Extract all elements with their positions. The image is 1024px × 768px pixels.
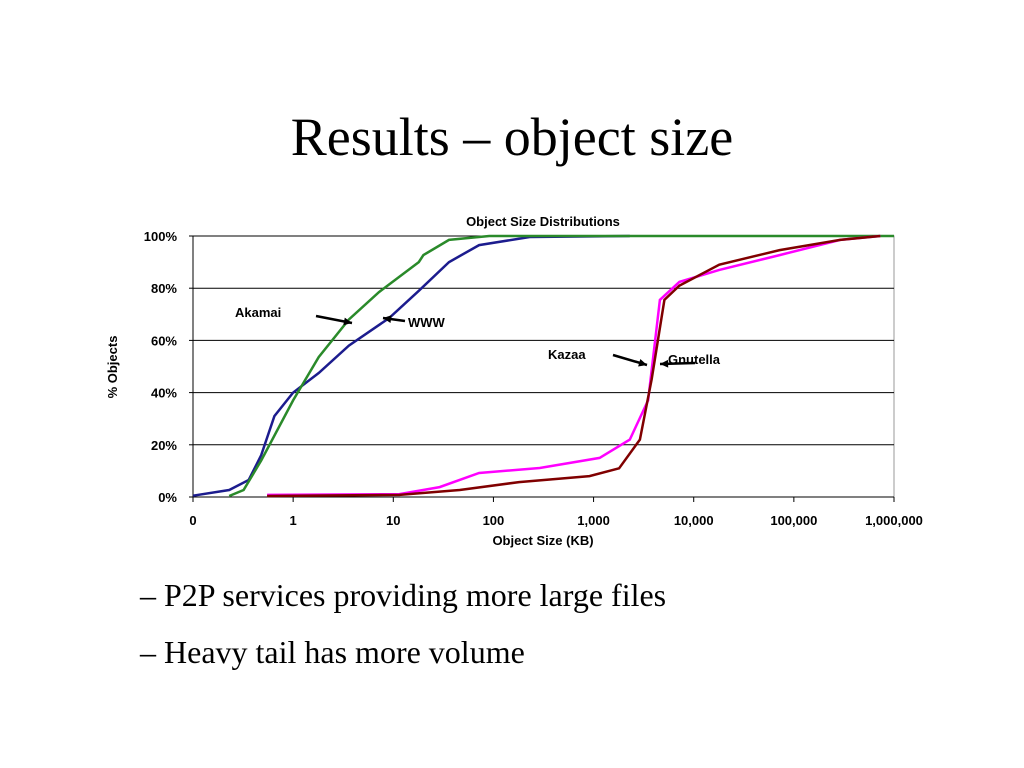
x-tick-label: 100,000 [770, 513, 817, 528]
y-tick-label: 100% [144, 229, 178, 244]
series-label: Kazaa [548, 347, 586, 362]
slide-title: Results – object size [291, 107, 733, 167]
series-label: WWW [408, 315, 446, 330]
x-tick-label: 1,000,000 [865, 513, 923, 528]
arrow-head [660, 359, 669, 368]
x-tick-label: 1 [290, 513, 297, 528]
series-line [228, 234, 894, 498]
y-axis-label: % Objects [105, 336, 120, 399]
bullet: – Heavy tail has more volume [139, 634, 525, 670]
x-tick-label: 10 [386, 513, 400, 528]
plot-frame [192, 235, 895, 498]
bullet: – P2P services providing more large file… [139, 577, 666, 613]
series-line [267, 234, 881, 498]
series-line [267, 234, 881, 497]
series-line [192, 234, 630, 497]
arrow-head [343, 317, 352, 326]
x-tick-label: 10,000 [674, 513, 714, 528]
arrow-head [383, 315, 392, 323]
arrow-head [638, 358, 647, 367]
chart-title: Object Size Distributions [466, 214, 620, 229]
y-tick-label: 60% [151, 333, 177, 348]
x-tick-label: 0 [189, 513, 196, 528]
y-tick-label: 0% [158, 490, 177, 505]
x-axis-label: Object Size (KB) [492, 533, 593, 548]
y-tick-label: 40% [151, 386, 177, 401]
y-tick-label: 20% [151, 438, 177, 453]
y-tick-label: 80% [151, 281, 177, 296]
series-label: Akamai [235, 305, 281, 320]
x-tick-label: 100 [483, 513, 505, 528]
x-tick-label: 1,000 [577, 513, 610, 528]
